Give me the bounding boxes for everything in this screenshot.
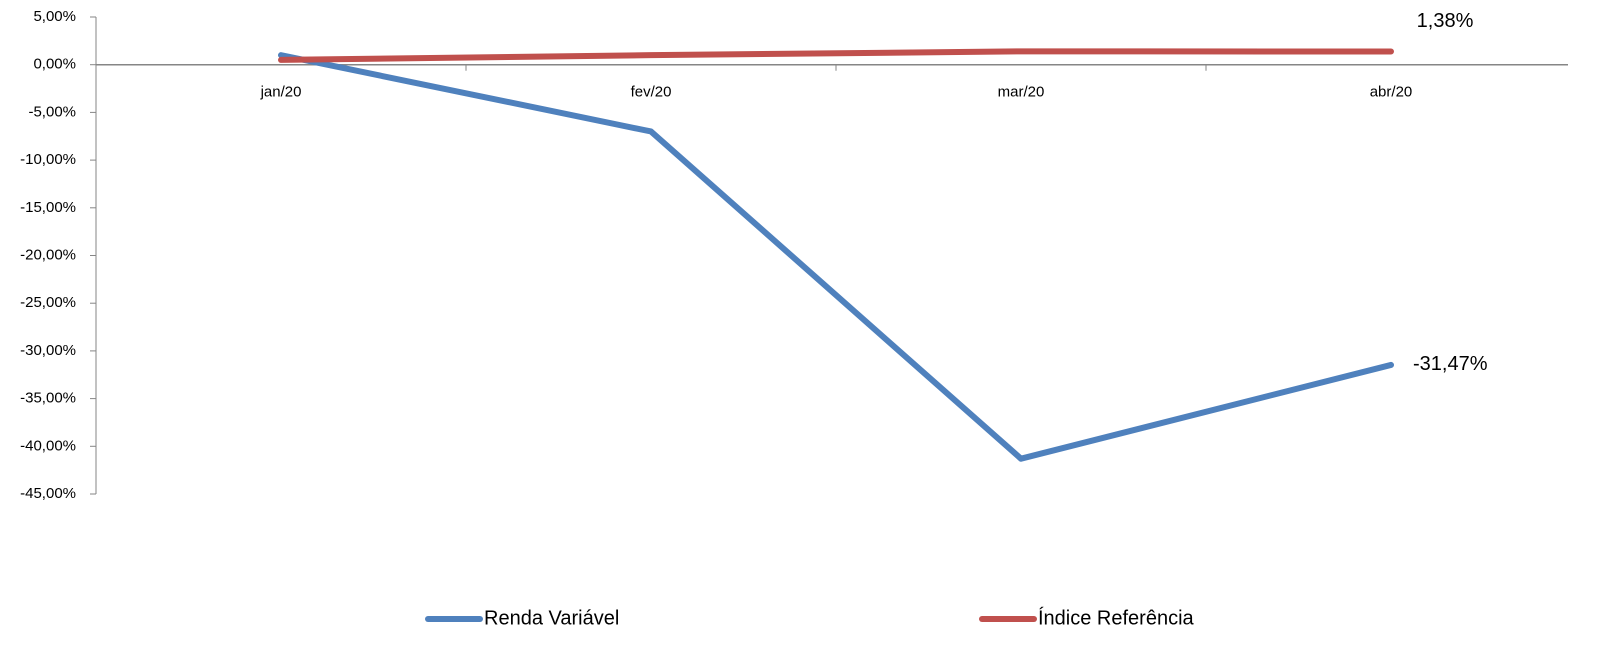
y-tick-label: -20,00% [20,246,76,263]
legend-label: Índice Referência [1038,606,1195,629]
y-tick-label: -35,00% [20,390,76,407]
y-tick-label: -45,00% [20,485,76,502]
y-tick-label: -30,00% [20,342,76,359]
y-tick-label: -10,00% [20,151,76,168]
series-line [278,48,1394,63]
x-tick-label: jan/20 [260,84,302,101]
y-tick-label: -40,00% [20,437,76,454]
y-tick-label: 0,00% [33,56,76,73]
y-tick-label: 5,00% [33,8,76,25]
x-tick-label: fev/20 [631,84,672,101]
x-tick-label: abr/20 [1370,84,1413,101]
y-tick-label: -15,00% [20,199,76,216]
series-line [278,52,1394,462]
x-tick-label: mar/20 [998,84,1045,101]
data-label: 1,38% [1417,10,1474,32]
legend-label: Renda Variável [484,607,619,629]
data-label: -31,47% [1413,353,1488,375]
y-tick-label: -25,00% [20,294,76,311]
y-tick-label: -5,00% [28,103,76,120]
